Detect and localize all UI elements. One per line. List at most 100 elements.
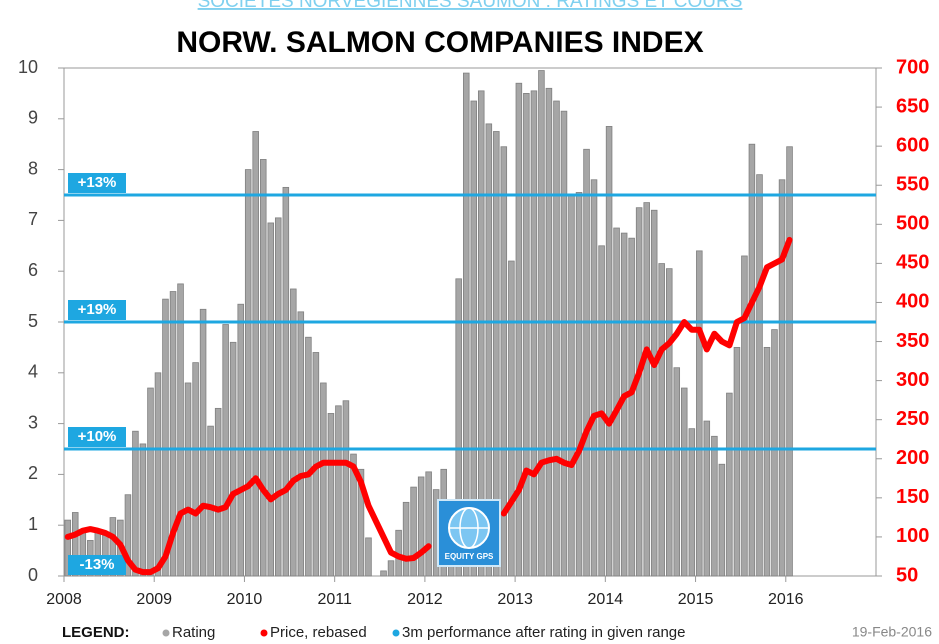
y-tick-label: 1 [28,514,38,534]
bar [357,468,365,577]
bar [71,512,79,577]
x-tick-label: 2013 [497,591,533,608]
bar [162,298,169,577]
bar [711,435,718,577]
header: SOCIETES NORVEGIENNES SAUMON : RATINGS E… [198,0,743,12]
bar [335,405,342,577]
bar [64,519,72,577]
y2-tick-label: 50 [896,564,918,586]
x-tick-label: 2008 [46,591,82,608]
bar [124,494,132,577]
bar [508,260,515,577]
y-tick-label: 0 [28,565,38,585]
bar [132,430,139,577]
bar [575,192,583,577]
bar [192,362,199,577]
bar [425,471,432,577]
bar [327,413,335,577]
bar [177,283,184,577]
y-tick-label: 3 [28,412,38,432]
y-tick-label: 5 [28,311,38,331]
bar [147,387,154,577]
legend-label: 3m performance after rating in given ran… [402,624,685,641]
bar [229,341,237,577]
bar [207,425,214,577]
bar [365,537,372,577]
bar [583,148,590,577]
y-tick-label: 7 [28,209,38,229]
bar [320,382,327,577]
bar [109,517,117,577]
bar [650,209,658,577]
bar [666,268,673,577]
y-tick-label: 9 [28,108,38,128]
bar [545,87,553,577]
bar [387,560,395,577]
x-tick-label: 2010 [227,591,263,608]
x-tick-label: 2012 [407,591,443,608]
bar [169,291,177,577]
bar [417,476,425,577]
bar [199,308,207,577]
reference-label: -13% [79,556,114,573]
legend-marker [392,629,400,637]
bar [297,311,305,577]
y-tick-label: 6 [28,260,38,280]
bar [274,217,282,577]
bar [673,367,681,577]
y-tick-label: 4 [28,362,38,382]
bar [748,143,756,577]
bar [260,159,267,577]
bar [485,123,493,577]
bar [305,336,312,577]
y2-tick-label: 500 [896,213,929,235]
bar [237,303,244,577]
reference-label: +10% [78,428,117,445]
legend-label: Price, rebased [270,624,367,641]
bar [350,453,357,577]
bar [560,110,568,577]
bar [500,146,508,577]
bar [605,126,613,577]
bar [290,288,297,577]
reference-label-bg [68,427,126,447]
y2-tick-label: 650 [896,95,929,117]
bar [726,392,733,577]
bar [455,278,462,577]
chart-title: NORW. SALMON COMPANIES INDEX [176,26,703,59]
bar [530,90,538,577]
bar [590,179,598,577]
bar [267,222,275,577]
y2-tick-label: 150 [896,486,929,508]
bar [553,100,560,577]
x-tick-label: 2011 [317,591,352,608]
x-tick-label: 2009 [136,591,172,608]
bar [771,329,778,577]
bar [252,131,259,577]
legend-marker [260,629,268,637]
bar [154,372,162,577]
bar [523,93,530,577]
date-label: 19-Feb-2016 [852,624,932,640]
bar [741,255,748,577]
bar [244,169,252,577]
bar [696,250,703,577]
bar [763,346,771,577]
x-tick-label: 2014 [588,591,624,608]
bar [380,570,387,577]
reference-label: +13% [78,174,117,191]
y2-tick-label: 300 [896,369,929,391]
bar [703,420,711,577]
bar [493,131,500,577]
bar [402,501,410,577]
bar [463,72,470,577]
reference-label: +19% [78,301,117,318]
y2-tick-label: 100 [896,525,929,547]
bar [342,400,350,577]
x-tick-label: 2015 [678,591,714,608]
bar [688,428,696,577]
reference-label-bg [68,173,126,193]
y2-tick-label: 550 [896,174,929,196]
bar [568,194,575,577]
